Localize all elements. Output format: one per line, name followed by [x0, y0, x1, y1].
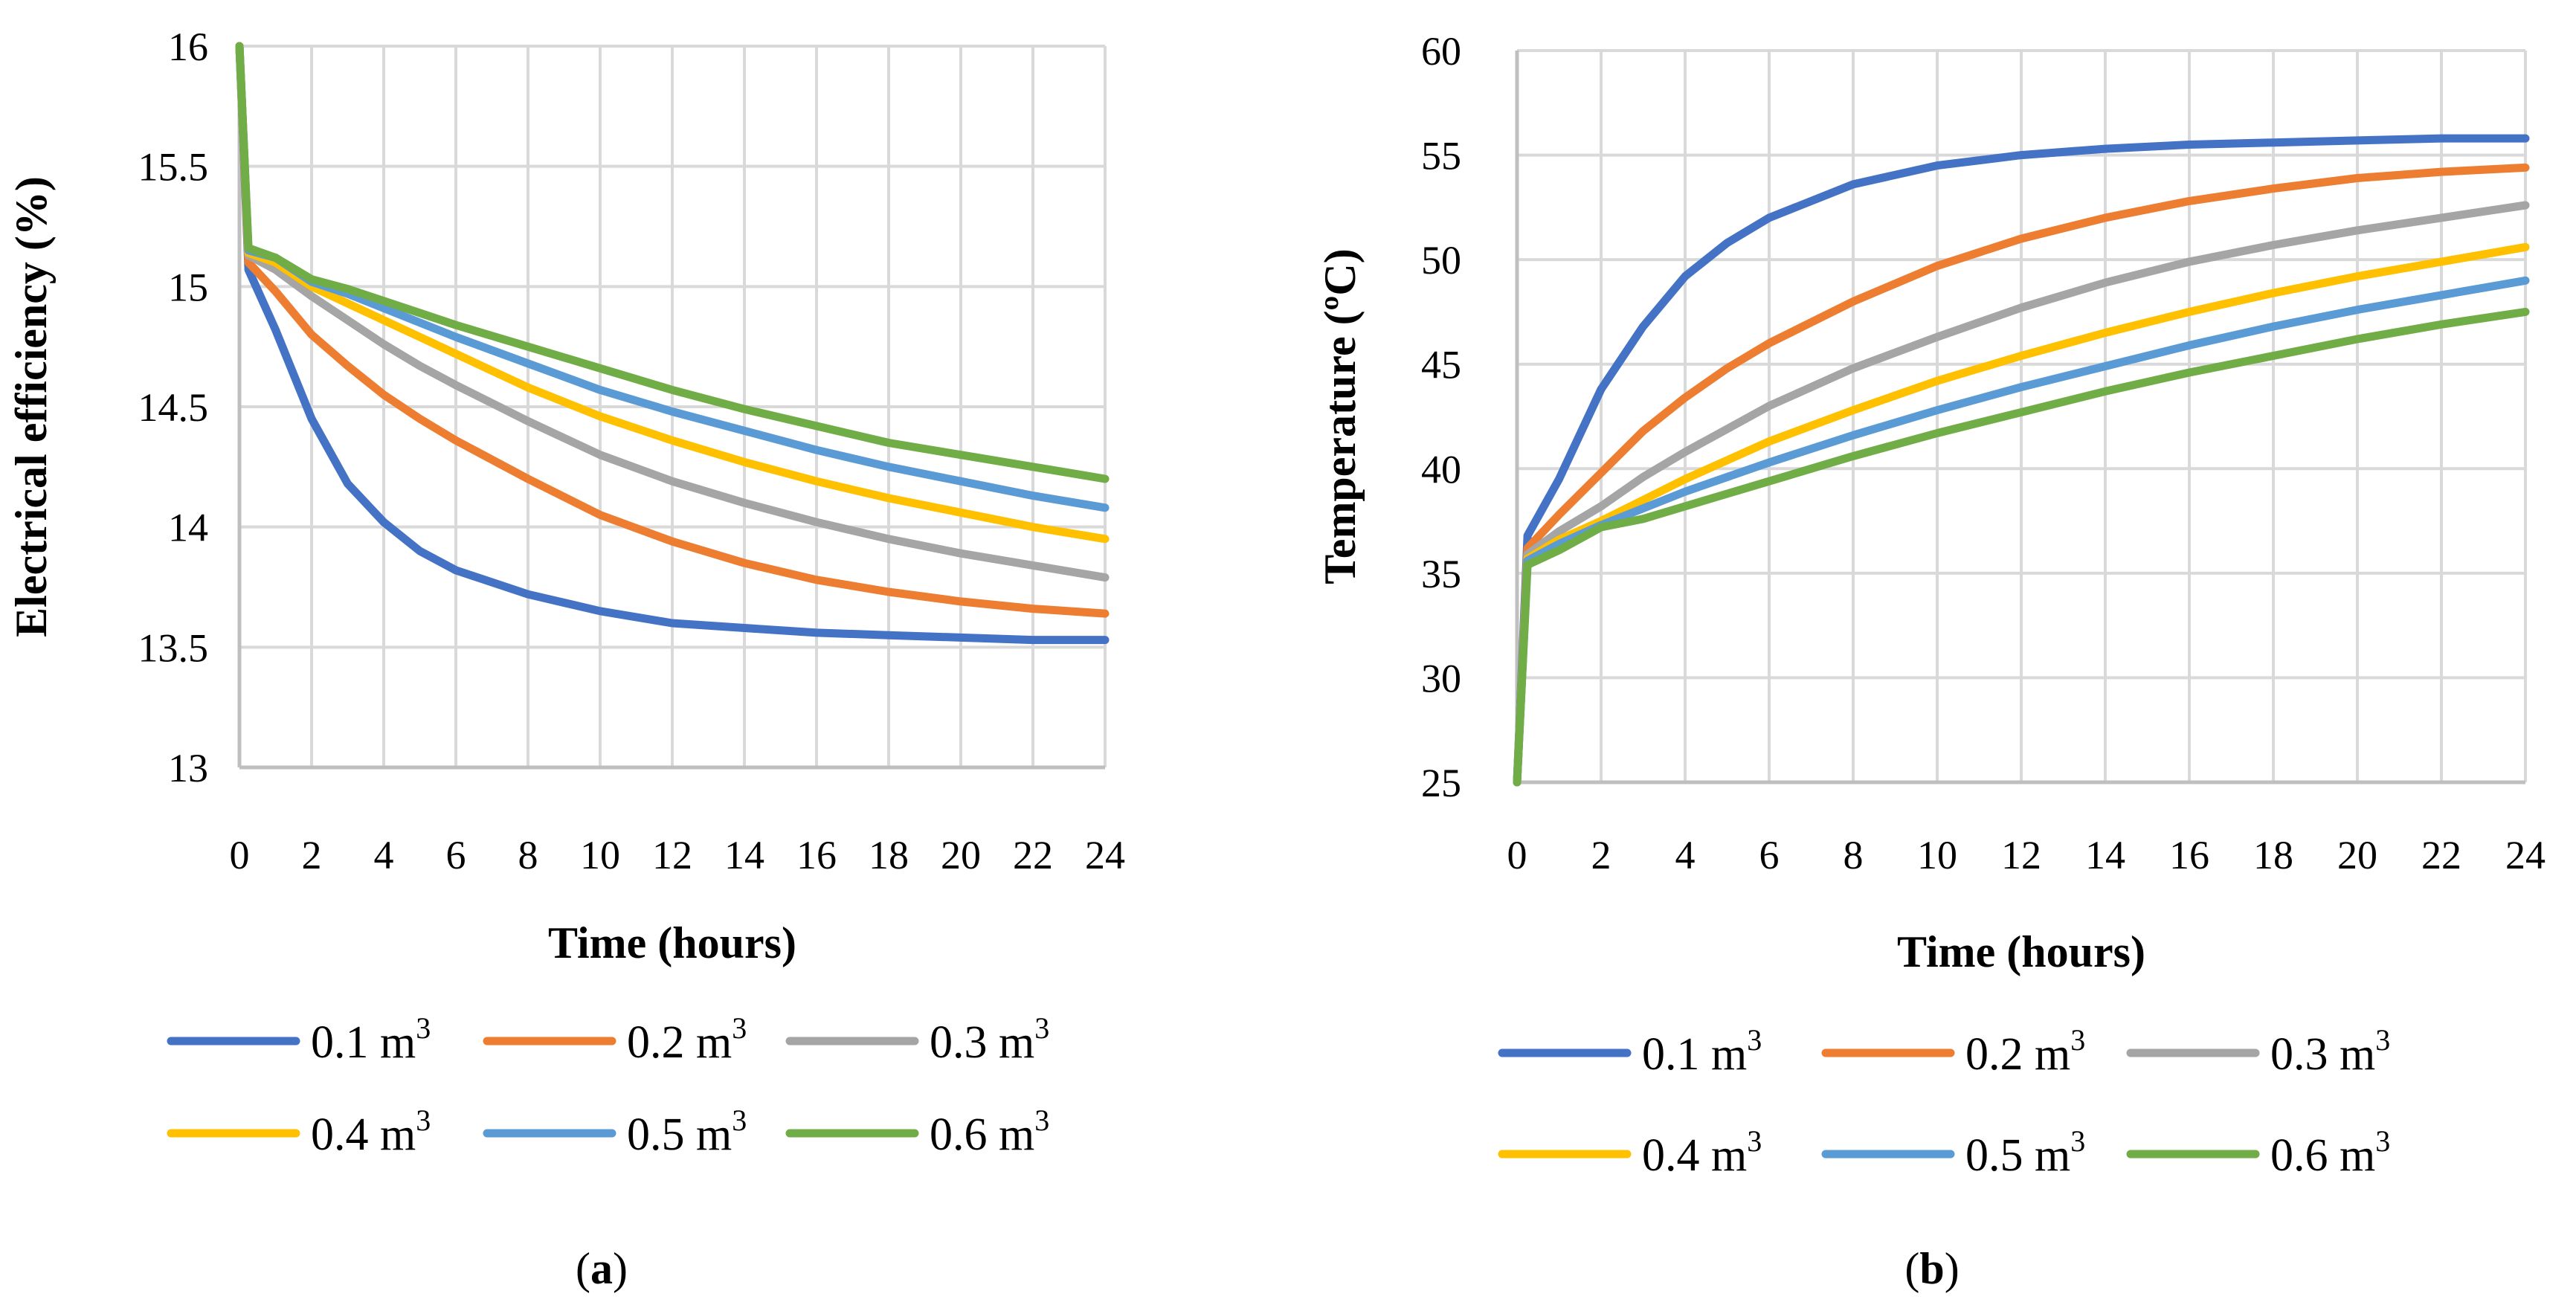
y-tick-label: 25: [1421, 761, 1461, 805]
series-line-0-3-m3: [1513, 201, 2530, 787]
gridlines: [238, 45, 1107, 769]
x-tick-label: 22: [2421, 833, 2461, 877]
legend-item-0-6-m3: 0.6 m3: [785, 1104, 1049, 1160]
x-tick-label: 14: [2085, 833, 2125, 877]
panel-label: (a): [576, 1244, 628, 1293]
legend-label: 0.3 m3: [930, 1011, 1049, 1068]
legend-item-0-4-m3: 0.4 m3: [167, 1104, 431, 1160]
x-tick-label: 4: [1675, 833, 1696, 877]
x-tick-label: 12: [2001, 833, 2041, 877]
series-line-0-2-m3: [235, 42, 1110, 618]
x-tick-label: 16: [796, 833, 837, 877]
y-tick-label: 60: [1421, 29, 1461, 74]
legend-item-0-1-m3: 0.1 m3: [167, 1011, 431, 1068]
series-lines: [235, 42, 1110, 645]
legend-label: 0.2 m3: [627, 1011, 747, 1068]
x-tick-label: 20: [941, 833, 981, 877]
legend-label: 0.2 m3: [1965, 1023, 2085, 1080]
legend-item-0-3-m3: 0.3 m3: [785, 1011, 1049, 1068]
x-tick-label: 8: [1844, 833, 1864, 877]
y-tick-label: 14: [168, 506, 208, 550]
y-tick-label: 13: [168, 746, 208, 790]
x-tick-label: 4: [374, 833, 394, 877]
legend-label: 0.5 m3: [1965, 1124, 2085, 1181]
y-tick-label: 30: [1421, 656, 1461, 700]
legend-label: 0.1 m3: [311, 1011, 431, 1068]
legend-item-0-4-m3: 0.4 m3: [1498, 1124, 1762, 1181]
x-axis-title: Time (hours): [548, 918, 796, 967]
y-tick-label: 35: [1421, 552, 1461, 596]
x-tick-label: 10: [1917, 833, 1957, 877]
x-tick-label: 14: [724, 833, 764, 877]
x-tick-label: 24: [1085, 833, 1125, 877]
series-line-0-3-m3: [235, 42, 1110, 582]
x-tick-label: 8: [518, 833, 538, 877]
x-axis-title: Time (hours): [1897, 927, 2145, 976]
y-tick-label: 40: [1421, 447, 1461, 492]
panel-label: (b): [1904, 1244, 1959, 1293]
x-tick-label: 20: [2337, 833, 2377, 877]
legend-item-0-2-m3: 0.2 m3: [1821, 1023, 2085, 1080]
x-tick-label: 6: [1759, 833, 1780, 877]
legend-label: 0.1 m3: [1642, 1023, 1762, 1080]
x-tick-label: 18: [869, 833, 909, 877]
x-tick-label: 0: [1507, 833, 1527, 877]
legend-item-0-3-m3: 0.3 m3: [2126, 1023, 2390, 1080]
legend-label: 0.3 m3: [2270, 1023, 2390, 1080]
y-tick-label: 13.5: [138, 625, 209, 670]
x-tick-label: 2: [302, 833, 322, 877]
x-tick-label: 10: [580, 833, 620, 877]
y-tick-label: 45: [1421, 343, 1461, 387]
series-lines: [1513, 134, 2530, 787]
x-tick-label: 2: [1591, 833, 1611, 877]
legend-item-0-6-m3: 0.6 m3: [2126, 1124, 2390, 1181]
x-tick-label: 18: [2253, 833, 2293, 877]
y-tick-label: 55: [1421, 134, 1461, 178]
legend-label: 0.6 m3: [930, 1104, 1049, 1160]
y-tick-label: 50: [1421, 238, 1461, 283]
legend-label: 0.5 m3: [627, 1104, 747, 1160]
x-tick-label: 12: [652, 833, 692, 877]
series-line-0-1-m3: [235, 42, 1110, 645]
legend-label: 0.6 m3: [2270, 1124, 2390, 1181]
y-axis-title: Electrical efficiency (%): [7, 176, 56, 637]
legend-item-0-5-m3: 0.5 m3: [1821, 1124, 2085, 1181]
y-tick-label: 15.5: [138, 145, 209, 190]
y-axis-title: Temperature (ºC): [1316, 248, 1365, 584]
legend-label: 0.4 m3: [311, 1104, 431, 1160]
x-tick-label: 6: [446, 833, 466, 877]
series-line-0-6-m3: [235, 42, 1110, 483]
x-tick-label: 24: [2505, 833, 2546, 877]
series-line-0-2-m3: [1513, 163, 2530, 787]
x-tick-label: 22: [1013, 833, 1053, 877]
series-line-0-1-m3: [1513, 134, 2530, 787]
y-tick-label: 16: [168, 25, 208, 69]
series-line-0-6-m3: [1513, 307, 2530, 787]
x-tick-label: 16: [2169, 833, 2209, 877]
legend-item-0-2-m3: 0.2 m3: [483, 1011, 747, 1068]
legend-label: 0.4 m3: [1642, 1124, 1762, 1181]
legend-item-0-5-m3: 0.5 m3: [483, 1104, 747, 1160]
y-tick-label: 14.5: [138, 385, 209, 430]
legend: 0.1 m3 0.2 m3 0.3 m3 0.4 m3 0.5 m3 0.6 m3: [167, 1011, 1049, 1160]
legend: 0.1 m3 0.2 m3 0.3 m3 0.4 m3 0.5 m3 0.6 m3: [1498, 1023, 2390, 1181]
legend-item-0-1-m3: 0.1 m3: [1498, 1023, 1762, 1080]
x-tick-label: 0: [230, 833, 250, 877]
y-tick-label: 15: [168, 265, 208, 309]
